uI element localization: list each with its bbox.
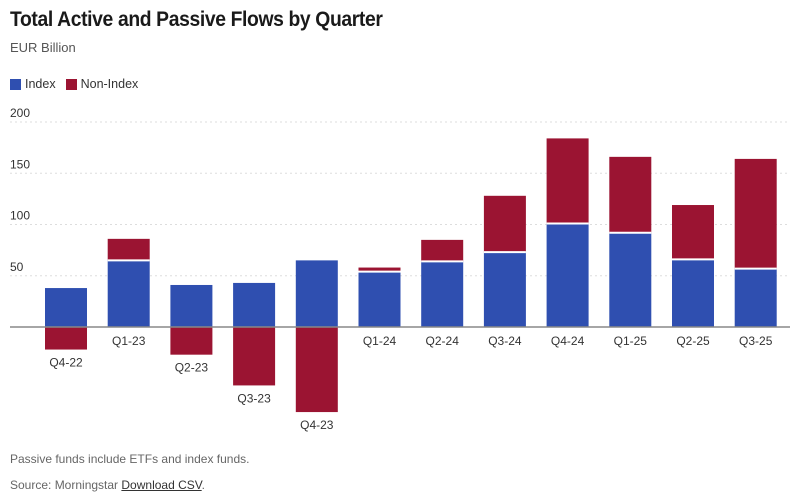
bar-index-Q4-23 [295, 260, 338, 327]
chart-title: Total Active and Passive Flows by Quarte… [10, 8, 383, 31]
legend-label-index: Index [25, 77, 56, 91]
bar-nonindex-Q1-24 [358, 267, 401, 272]
flows-bar-chart: 50 100 150 200 Q4-22 Q1-23 Q2-23 Q3-23 Q4-23 Q1-2… [10, 106, 790, 432]
bar-nonindex-Q1-23 [107, 238, 150, 261]
bar-index-Q1-23 [107, 260, 150, 327]
x-tick-label-Q3-24: Q3-24 [488, 334, 522, 348]
bar-nonindex-Q2-24 [421, 239, 464, 262]
bar-index-Q2-24 [421, 261, 464, 327]
bar-index-Q4-22 [45, 288, 87, 327]
bar-index-Q1-25 [609, 232, 652, 327]
download-csv-link[interactable]: Download CSV [121, 478, 202, 492]
x-tick-label-Q2-25: Q2-25 [676, 334, 710, 348]
footnote: Passive funds include ETFs and index fun… [10, 452, 250, 466]
bar-nonindex-Q3-23 [233, 327, 276, 386]
x-tick-label-Q1-24: Q1-24 [363, 334, 397, 348]
y-tick-label-150: 150 [10, 157, 30, 171]
x-tick-label-Q4-22: Q4-22 [49, 356, 83, 370]
legend-item-index: Index [10, 77, 56, 91]
bar-index-Q3-25 [734, 268, 777, 327]
bar-index-Q3-23 [233, 282, 276, 327]
bar-index-Q3-24 [483, 252, 526, 327]
bar-index-Q1-24 [358, 271, 401, 327]
legend-item-nonindex: Non-Index [65, 77, 139, 91]
bar-nonindex-Q4-24 [546, 138, 589, 224]
chart-subtitle: EUR Billion [10, 40, 76, 55]
source-period: . [201, 478, 206, 492]
legend-label-nonindex: Non-Index [80, 77, 139, 91]
y-tick-label-100: 100 [10, 209, 30, 223]
bar-nonindex-Q3-24 [483, 195, 526, 253]
x-tick-label-Q2-23: Q2-23 [175, 361, 209, 375]
x-tick-label-Q4-24: Q4-24 [551, 334, 585, 348]
y-tick-label-50: 50 [10, 260, 24, 274]
bar-nonindex-Q2-23 [170, 327, 213, 355]
x-tick-label-Q3-23: Q3-23 [237, 391, 271, 405]
x-tick-label-Q3-25: Q3-25 [739, 334, 773, 348]
legend: Index Non-Index [10, 77, 148, 91]
bar-index-Q4-24 [546, 223, 589, 327]
bar-nonindex-Q3-25 [734, 158, 777, 269]
y-tick-label-200: 200 [10, 106, 30, 120]
x-tick-label-Q1-25: Q1-25 [614, 334, 648, 348]
legend-swatch-nonindex [65, 78, 77, 90]
bar-index-Q2-25 [672, 259, 714, 327]
bar-nonindex-Q2-25 [672, 205, 714, 260]
source-label: Source: Morningstar [10, 478, 119, 492]
source-line: Source: Morningstar Download CSV. [10, 478, 205, 492]
bar-index-Q2-23 [170, 284, 213, 327]
x-tick-label-Q4-23: Q4-23 [300, 418, 334, 432]
x-tick-label-Q2-24: Q2-24 [426, 334, 460, 348]
legend-swatch-index [10, 78, 21, 90]
x-tick-label-Q1-23: Q1-23 [112, 334, 146, 348]
bar-nonindex-Q1-25 [609, 156, 652, 233]
bar-nonindex-Q4-23 [295, 327, 338, 413]
bar-nonindex-Q4-22 [45, 327, 87, 350]
